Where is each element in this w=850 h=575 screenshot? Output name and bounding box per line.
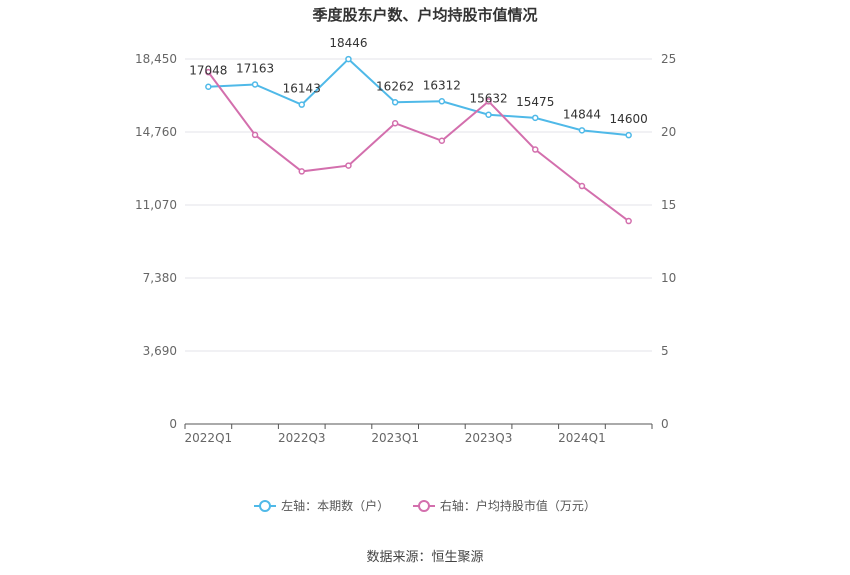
left-axis-tick-label: 14,760 (135, 125, 177, 139)
series-point-right (625, 217, 632, 225)
legend-swatch-left (254, 499, 277, 512)
series-point-right (298, 168, 305, 175)
left-axis-tick-label: 11,070 (135, 198, 177, 212)
axes: 0 0 3,690 5 7,380 10 11,070 15 14,760 20 18,450 25 2… (135, 52, 676, 445)
x-axis-tick-label: 2022Q1 (185, 431, 233, 445)
series-point-left (625, 131, 632, 139)
data-label: 18446 (329, 36, 367, 50)
right-axis-tick-label: 5 (661, 344, 669, 358)
legend-item-left-series[interactable]: 左轴：本期数（户） (254, 497, 389, 514)
data-label: 14600 (610, 112, 648, 126)
data-label: 17048 (189, 64, 227, 78)
left-axis-tick-label: 7,380 (143, 271, 177, 285)
data-label: 16143 (283, 82, 321, 96)
right-axis-tick-label: 15 (661, 198, 676, 212)
chart-title: 季度股东户数、户均持股市值情况 (312, 6, 538, 24)
series-layer (205, 55, 632, 225)
data-source-note: 数据来源：恒生聚源 (366, 550, 484, 565)
series-point-left (298, 101, 305, 108)
legend-label-left: 左轴：本期数（户） (281, 499, 390, 513)
series-point-right (438, 137, 446, 145)
x-axis-tick-label: 2024Q1 (558, 431, 606, 445)
data-label: 15475 (516, 95, 554, 109)
x-axis-tick-label: 2023Q3 (465, 431, 513, 445)
left-axis-tick-label: 3,690 (143, 344, 177, 358)
series-point-left (578, 127, 586, 134)
right-axis-tick-label: 0 (661, 417, 669, 431)
series-point-right (532, 146, 539, 153)
series-point-right (205, 68, 212, 76)
left-axis-tick-label: 18,450 (135, 52, 177, 66)
data-label: 16312 (423, 78, 461, 92)
series-point-right (485, 98, 492, 105)
series-point-right (578, 182, 586, 190)
data-label: 14844 (563, 107, 601, 121)
series-point-left (438, 98, 446, 105)
legend-swatch-right (412, 499, 435, 512)
right-axis-tick-label: 10 (661, 271, 676, 285)
series-point-right (345, 162, 352, 169)
series-point-left (345, 55, 352, 63)
legend: 左轴：本期数（户） 右轴：户均持股市值（万元） (0, 497, 850, 515)
series-point-left (532, 114, 539, 122)
legend-item-right-series[interactable]: 右轴：户均持股市值（万元） (412, 497, 596, 514)
right-axis-tick-label: 25 (661, 52, 676, 66)
series-line-left (208, 57, 629, 137)
series-point-left (251, 81, 259, 88)
series-point-left (205, 83, 212, 90)
right-axis-tick-label: 20 (661, 125, 676, 139)
legend-label-right: 右轴：户均持股市值（万元） (439, 499, 596, 513)
x-axis-tick-label: 2023Q1 (371, 431, 419, 445)
data-label: 15632 (469, 92, 507, 106)
series-point-right (251, 131, 259, 139)
series-line-right (207, 71, 630, 222)
data-labels: 17048 17163 16143 18446 16262 16312 15632 15475… (189, 36, 647, 126)
series-point-left (391, 99, 399, 106)
left-axis-tick-label: 0 (169, 417, 177, 431)
data-label: 17163 (236, 61, 274, 75)
series-point-left (485, 111, 492, 118)
x-axis-tick-label: 2022Q3 (278, 431, 326, 445)
series-point-right (391, 119, 399, 127)
data-label: 16262 (376, 79, 414, 93)
grid-lines (185, 58, 652, 352)
